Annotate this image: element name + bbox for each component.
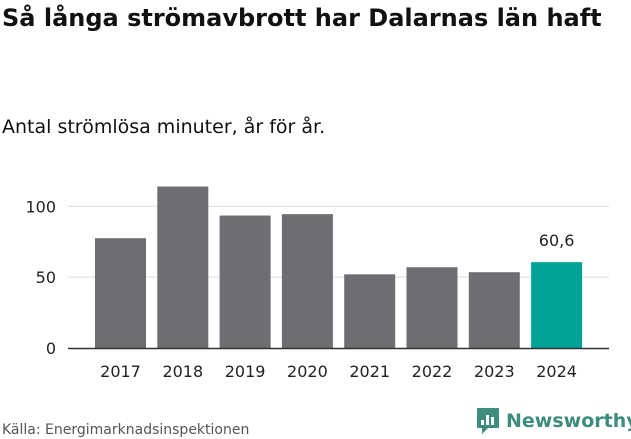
bar-chart: 0 50 100 2017 2018 2019 2020 2021 2022 2023 2024 60…: [25, 186, 609, 381]
brand-name: Newsworthy: [506, 410, 631, 432]
x-tick-label: 2022: [412, 362, 453, 381]
bar: [95, 238, 146, 348]
bar: [219, 215, 271, 348]
data-label: 60,6: [539, 231, 575, 250]
bar: [157, 186, 209, 348]
x-tick-label: 2019: [225, 362, 266, 381]
x-tick-label: 2023: [474, 362, 515, 381]
y-tick-label: 100: [25, 197, 56, 216]
bar-highlight: [531, 262, 583, 348]
y-tick-label: 0: [46, 339, 56, 358]
x-tick-label: 2017: [100, 362, 141, 381]
x-tick-label: 2021: [349, 362, 390, 381]
bar: [281, 214, 333, 348]
x-tick-label: 2024: [536, 362, 577, 381]
chart-subtitle: Antal strömlösa minuter, år för år.: [2, 116, 326, 138]
y-tick-label: 50: [36, 268, 56, 287]
source-note: Källa: Energimarknadsinspektionen: [2, 422, 250, 438]
brand-logo: Newsworthy: [476, 406, 631, 436]
bar: [468, 272, 520, 348]
bar: [406, 267, 458, 348]
chart-title: Så långa strömavbrott har Dalarnas län h…: [2, 4, 602, 32]
x-tick-label: 2018: [162, 362, 203, 381]
x-tick-label: 2020: [287, 362, 328, 381]
bar: [344, 274, 396, 348]
newsworthy-logo-icon: [477, 408, 499, 434]
